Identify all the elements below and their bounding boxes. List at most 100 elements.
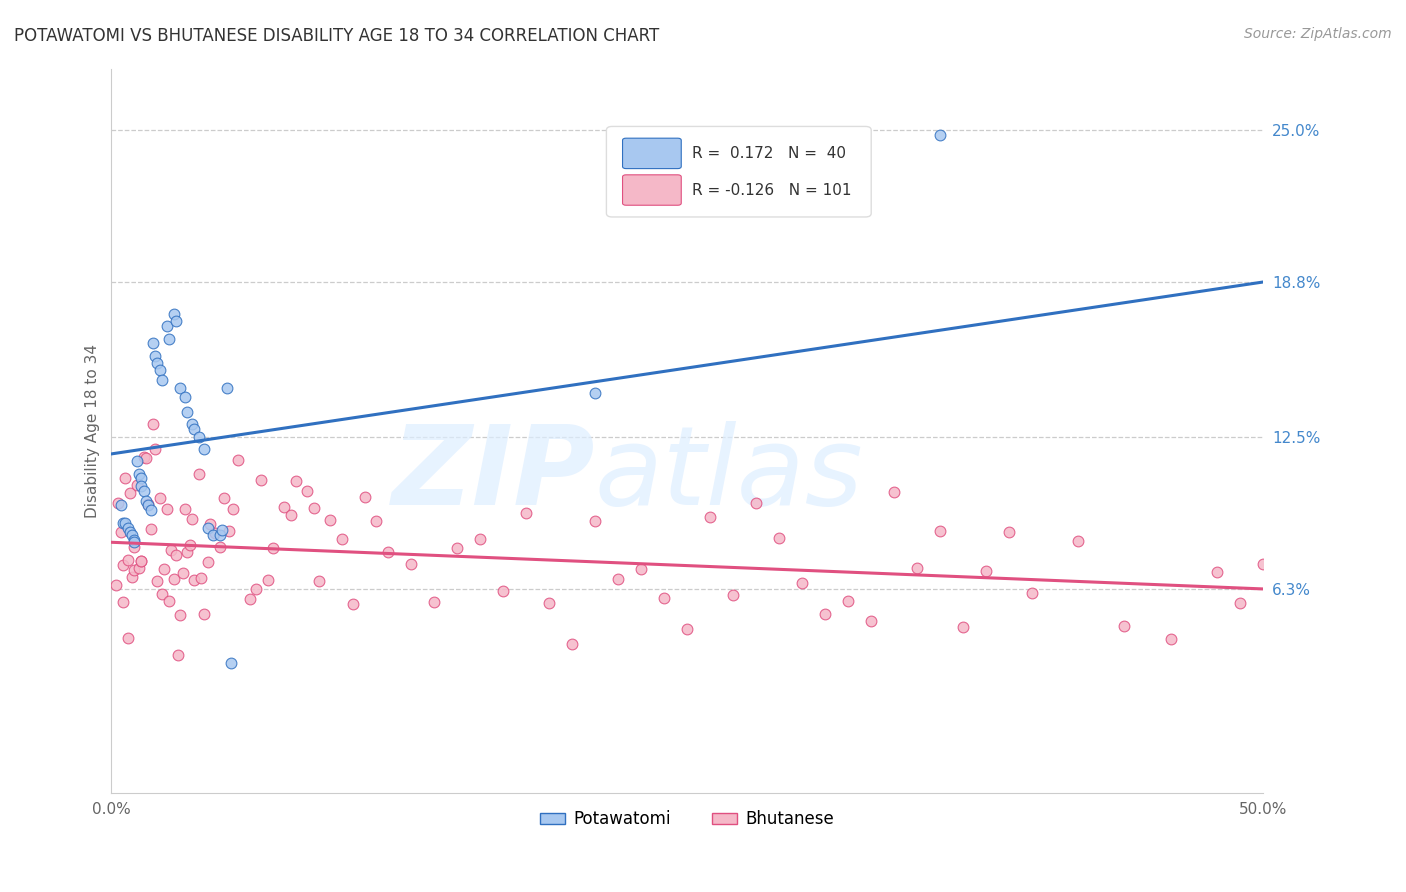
Point xyxy=(218,524,240,538)
Point xyxy=(606,572,628,586)
Point xyxy=(162,307,184,321)
Point xyxy=(183,422,205,436)
Point xyxy=(131,471,153,485)
Point xyxy=(676,622,699,636)
Point xyxy=(1114,619,1136,633)
Point xyxy=(319,513,342,527)
Point xyxy=(124,535,146,549)
Point xyxy=(181,417,204,432)
Point xyxy=(143,349,166,363)
Point xyxy=(176,545,198,559)
Point xyxy=(284,474,307,488)
Point xyxy=(245,582,267,596)
Point xyxy=(131,479,153,493)
Point xyxy=(1229,596,1251,610)
Point xyxy=(905,561,928,575)
Point xyxy=(111,558,134,573)
Point xyxy=(295,484,318,499)
FancyBboxPatch shape xyxy=(623,175,682,205)
Point xyxy=(377,544,399,558)
Point xyxy=(792,575,814,590)
Point xyxy=(181,511,204,525)
Point xyxy=(125,454,148,468)
Point xyxy=(422,595,444,609)
Legend: Potawatomi, Bhutanese: Potawatomi, Bhutanese xyxy=(533,804,841,835)
Point xyxy=(149,491,172,505)
Point xyxy=(515,507,537,521)
Point xyxy=(342,597,364,611)
Point xyxy=(1205,565,1227,579)
Point xyxy=(200,516,222,531)
Point xyxy=(273,500,295,515)
Point xyxy=(150,586,173,600)
Point xyxy=(308,574,330,588)
Point xyxy=(117,520,139,534)
Y-axis label: Disability Age 18 to 34: Disability Age 18 to 34 xyxy=(86,343,100,517)
Point xyxy=(257,573,280,587)
Point xyxy=(929,128,952,142)
Point xyxy=(212,491,235,505)
Point xyxy=(174,391,197,405)
Text: POTAWATOMI VS BHUTANESE DISABILITY AGE 18 TO 34 CORRELATION CHART: POTAWATOMI VS BHUTANESE DISABILITY AGE 1… xyxy=(14,27,659,45)
Point xyxy=(110,499,132,513)
Point xyxy=(121,570,143,584)
Point xyxy=(146,574,169,588)
Text: R =  0.172   N =  40: R = 0.172 N = 40 xyxy=(692,146,845,161)
Text: R = -0.126   N = 101: R = -0.126 N = 101 xyxy=(692,183,851,197)
Point xyxy=(160,543,183,558)
Point xyxy=(208,540,231,554)
Point xyxy=(136,499,159,513)
FancyBboxPatch shape xyxy=(623,138,682,169)
Point xyxy=(124,563,146,577)
Point xyxy=(952,619,974,633)
Point xyxy=(238,591,260,606)
Point xyxy=(998,525,1021,540)
Point xyxy=(150,373,173,387)
Point xyxy=(128,561,150,575)
Point xyxy=(1021,586,1043,600)
Point xyxy=(124,533,146,547)
Point xyxy=(179,538,201,552)
Point xyxy=(135,450,157,465)
Point xyxy=(131,553,153,567)
FancyBboxPatch shape xyxy=(606,127,872,217)
Point xyxy=(197,520,219,534)
Point xyxy=(446,541,468,556)
Point xyxy=(156,319,179,334)
Point xyxy=(280,508,302,522)
Point xyxy=(110,524,132,539)
Point xyxy=(208,528,231,542)
Point xyxy=(197,555,219,569)
Point xyxy=(222,501,245,516)
Point xyxy=(167,648,190,662)
Point xyxy=(149,363,172,377)
Point xyxy=(111,516,134,530)
Point xyxy=(814,607,837,621)
Point xyxy=(366,514,388,528)
Point xyxy=(583,514,606,528)
Point xyxy=(132,450,155,464)
Text: Source: ZipAtlas.com: Source: ZipAtlas.com xyxy=(1244,27,1392,41)
Point xyxy=(139,522,162,536)
Point xyxy=(561,637,583,651)
Point xyxy=(193,442,215,456)
Point xyxy=(157,332,180,346)
Point xyxy=(226,452,249,467)
Point xyxy=(652,591,675,605)
Point xyxy=(172,566,194,580)
Point xyxy=(153,562,176,576)
Point xyxy=(929,524,952,538)
Point xyxy=(165,548,187,562)
Point xyxy=(583,385,606,400)
Point xyxy=(1160,632,1182,646)
Point xyxy=(128,467,150,481)
Point xyxy=(302,501,325,516)
Text: atlas: atlas xyxy=(595,420,863,527)
Point xyxy=(699,510,721,524)
Point xyxy=(135,493,157,508)
Point xyxy=(1251,557,1274,571)
Point xyxy=(190,570,212,584)
Point xyxy=(883,485,905,500)
Point xyxy=(165,314,187,328)
Point xyxy=(142,336,165,351)
